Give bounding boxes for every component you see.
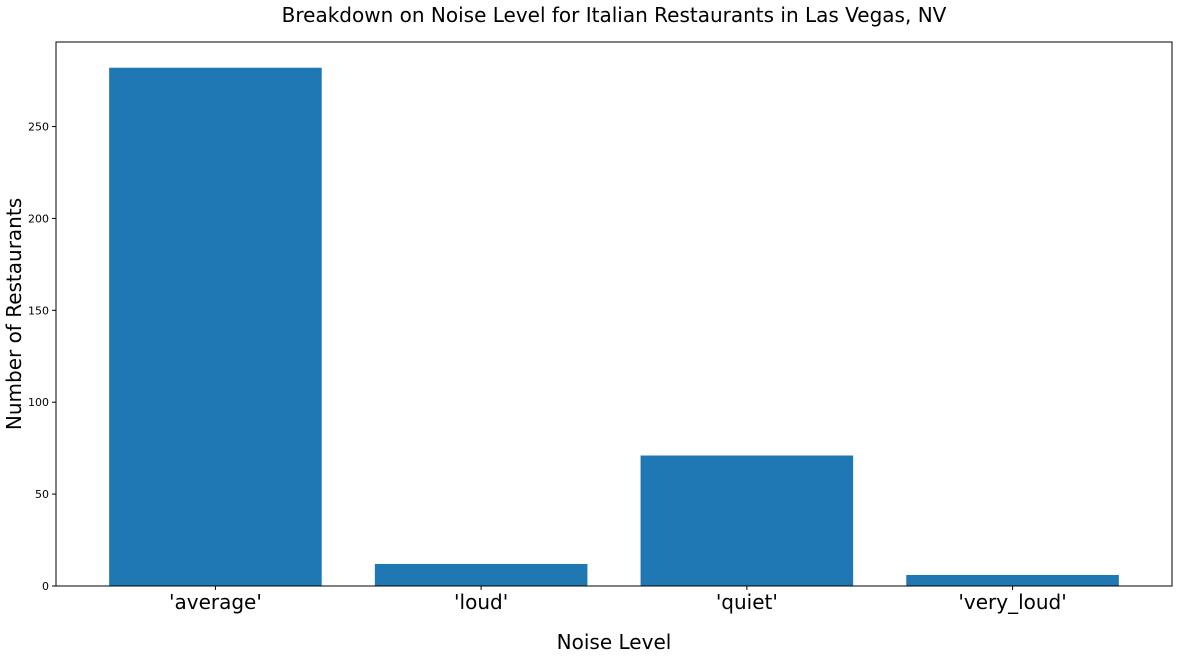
y-tick-label: 150 xyxy=(28,304,49,317)
y-tick-label: 200 xyxy=(28,212,49,225)
y-tick-label: 250 xyxy=(28,121,49,134)
x-tick-label: 'quiet' xyxy=(716,590,778,614)
y-tick-label: 100 xyxy=(28,396,49,409)
bars xyxy=(109,67,1119,586)
bar-1 xyxy=(374,563,588,586)
bar-0 xyxy=(109,67,322,586)
y-tick-label: 0 xyxy=(42,580,49,593)
plot-frame xyxy=(55,41,1173,587)
x-axis-label: Noise Level xyxy=(557,630,672,654)
x-axis: 'average' 'loud' 'quiet' 'very_loud' xyxy=(169,586,1067,614)
x-tick-label: 'loud' xyxy=(454,590,508,614)
bar-2 xyxy=(640,455,854,586)
y-axis-label: Number of Restaurants xyxy=(2,198,26,430)
chart-title: Breakdown on Noise Level for Italian Res… xyxy=(282,3,947,27)
x-tick-label: 'very_loud' xyxy=(958,590,1066,614)
x-tick-label: 'average' xyxy=(169,590,262,614)
y-axis: 0 50 100 150 200 250 xyxy=(28,121,56,593)
y-tick-label: 50 xyxy=(35,488,49,501)
bar-3 xyxy=(906,574,1119,586)
